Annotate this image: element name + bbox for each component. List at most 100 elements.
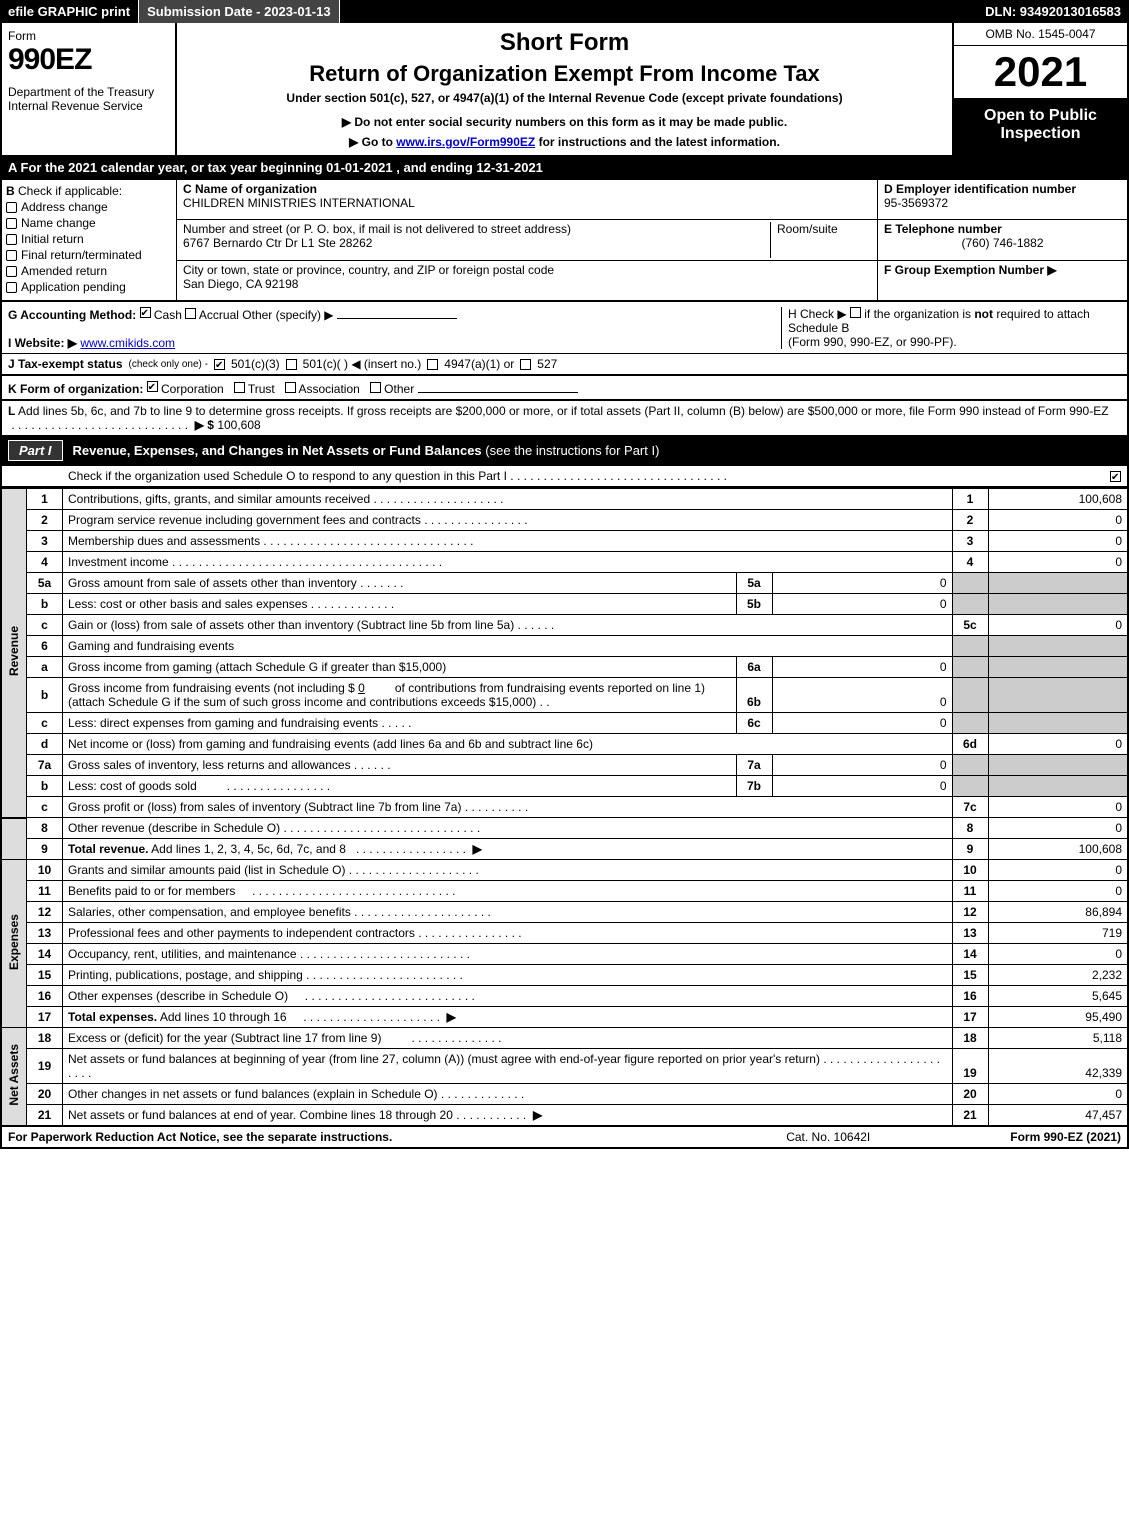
paperwork-notice: For Paperwork Reduction Act Notice, see … xyxy=(8,1130,392,1144)
street-header: Number and street (or P. O. box, if mail… xyxy=(183,222,764,236)
line-1-amt: 100,608 xyxy=(988,489,1128,510)
room-header: Room/suite xyxy=(777,222,871,236)
table-row: 15Printing, publications, postage, and s… xyxy=(1,965,1128,986)
block-ghij: G Accounting Method: Cash Accrual Other … xyxy=(0,302,1129,376)
table-row: 11Benefits paid to or for members . . . … xyxy=(1,881,1128,902)
checkbox-icon xyxy=(6,266,17,277)
chk-address-change[interactable]: Address change xyxy=(6,200,172,214)
do-not-note: ▶ Do not enter social security numbers o… xyxy=(187,115,942,129)
line-5c-amt: 0 xyxy=(988,615,1128,636)
chk-501c[interactable] xyxy=(286,359,297,370)
line-7a-boxval: 0 xyxy=(772,755,952,776)
part-1-tab: Part I xyxy=(8,440,63,461)
chk-association[interactable] xyxy=(285,382,296,393)
tax-year: 2021 xyxy=(954,46,1127,99)
table-row: cLess: direct expenses from gaming and f… xyxy=(1,713,1128,734)
table-row: cGross profit or (loss) from sales of in… xyxy=(1,797,1128,818)
tax-exempt-label: J Tax-exempt status xyxy=(8,357,123,371)
chk-4947[interactable] xyxy=(427,359,438,370)
irs-link[interactable]: www.irs.gov/Form990EZ xyxy=(396,135,535,149)
ein-header: D Employer identification number xyxy=(884,182,1121,196)
dln: DLN: 93492013016583 xyxy=(977,0,1129,23)
table-row: 13Professional fees and other payments t… xyxy=(1,923,1128,944)
line-6c-boxval: 0 xyxy=(772,713,952,734)
gross-receipts-value: 100,608 xyxy=(217,418,260,432)
chk-initial-return[interactable]: Initial return xyxy=(6,232,172,246)
chk-schedule-o[interactable] xyxy=(1110,471,1121,482)
chk-accrual[interactable] xyxy=(185,308,196,319)
table-row: Expenses 10Grants and similar amounts pa… xyxy=(1,860,1128,881)
org-name-value: CHILDREN MINISTRIES INTERNATIONAL xyxy=(183,196,871,210)
chk-corporation[interactable] xyxy=(147,381,158,392)
chk-application-pending[interactable]: Application pending xyxy=(6,280,172,294)
table-row: Net Assets 18Excess or (deficit) for the… xyxy=(1,1028,1128,1049)
form-reference: Form 990-EZ (2021) xyxy=(1010,1130,1121,1144)
table-row: aGross income from gaming (attach Schedu… xyxy=(1,657,1128,678)
line-7c-amt: 0 xyxy=(988,797,1128,818)
line-20-amt: 0 xyxy=(988,1084,1128,1105)
table-row: 19Net assets or fund balances at beginni… xyxy=(1,1049,1128,1084)
line-7b-boxval: 0 xyxy=(772,776,952,797)
table-row: cGain or (loss) from sale of assets othe… xyxy=(1,615,1128,636)
line-13-amt: 719 xyxy=(988,923,1128,944)
page-footer: For Paperwork Reduction Act Notice, see … xyxy=(0,1127,1129,1149)
chk-schedule-b[interactable] xyxy=(850,307,861,318)
arrow-icon: ▶ xyxy=(533,1108,542,1122)
subtitle: Under section 501(c), 527, or 4947(a)(1)… xyxy=(187,91,942,105)
form-label: Form xyxy=(8,29,169,43)
table-row: Revenue 1Contributions, gifts, grants, a… xyxy=(1,489,1128,510)
chk-name-change[interactable]: Name change xyxy=(6,216,172,230)
form-header-right: OMB No. 1545-0047 2021 Open to Public In… xyxy=(952,23,1127,155)
line-6b-boxval: 0 xyxy=(772,678,952,713)
main-title: Return of Organization Exempt From Incom… xyxy=(187,61,942,87)
table-row: 8Other revenue (describe in Schedule O) … xyxy=(1,818,1128,839)
checkbox-icon xyxy=(6,282,17,293)
group-exemption-header: F Group Exemption Number ▶ xyxy=(884,263,1057,277)
table-row: 12Salaries, other compensation, and empl… xyxy=(1,902,1128,923)
chk-trust[interactable] xyxy=(234,382,245,393)
chk-527[interactable] xyxy=(520,359,531,370)
chk-other-org[interactable] xyxy=(370,382,381,393)
efile-label[interactable]: efile GRAPHIC print xyxy=(0,0,139,23)
city-value: San Diego, CA 92198 xyxy=(183,277,871,291)
expenses-side-label: Expenses xyxy=(1,860,27,1028)
street-value: 6767 Bernardo Ctr Dr L1 Ste 28262 xyxy=(183,236,764,250)
city-header: City or town, state or province, country… xyxy=(183,263,871,277)
line-9-amt: 100,608 xyxy=(988,839,1128,860)
ein-value: 95-3569372 xyxy=(884,196,1121,210)
checkbox-icon xyxy=(6,234,17,245)
checkbox-icon xyxy=(6,250,17,261)
line-10-amt: 0 xyxy=(988,860,1128,881)
part-1-check-line: Check if the organization used Schedule … xyxy=(0,466,1129,488)
net-assets-side-label: Net Assets xyxy=(1,1028,27,1127)
table-row: 7aGross sales of inventory, less returns… xyxy=(1,755,1128,776)
table-row: 20Other changes in net assets or fund ba… xyxy=(1,1084,1128,1105)
omb-number: OMB No. 1545-0047 xyxy=(954,23,1127,46)
table-row: dNet income or (loss) from gaming and fu… xyxy=(1,734,1128,755)
chk-501c3[interactable] xyxy=(214,359,225,370)
form-header-left: Form 990EZ Department of the Treasury In… xyxy=(2,23,177,155)
checkbox-icon xyxy=(6,218,17,229)
go-to-suffix: for instructions and the latest informat… xyxy=(539,135,780,149)
other-specify-field[interactable] xyxy=(337,305,457,319)
table-row: 3Membership dues and assessments . . . .… xyxy=(1,531,1128,552)
line-11-amt: 0 xyxy=(988,881,1128,902)
line-a: A For the 2021 calendar year, or tax yea… xyxy=(0,157,1129,180)
chk-cash[interactable] xyxy=(140,307,151,318)
chk-final-return[interactable]: Final return/terminated xyxy=(6,248,172,262)
line-21-amt: 47,457 xyxy=(988,1105,1128,1127)
table-row: bLess: cost or other basis and sales exp… xyxy=(1,594,1128,615)
chk-amended-return[interactable]: Amended return xyxy=(6,264,172,278)
arrow-icon: ▶ $ xyxy=(195,418,214,432)
section-g: G Accounting Method: Cash Accrual Other … xyxy=(8,305,775,350)
check-if-label: Check if applicable: xyxy=(18,184,122,198)
arrow-icon: ▶ xyxy=(447,1010,456,1024)
other-org-field[interactable] xyxy=(418,379,578,393)
line-8-amt: 0 xyxy=(988,818,1128,839)
website-link[interactable]: www.cmikids.com xyxy=(80,336,175,350)
section-k: K Form of organization: Corporation Trus… xyxy=(0,376,1129,401)
form-of-org-label: K Form of organization: xyxy=(8,382,143,396)
short-form-title: Short Form xyxy=(187,29,942,57)
table-row: 6Gaming and fundraising events xyxy=(1,636,1128,657)
dept-label: Department of the Treasury Internal Reve… xyxy=(8,85,169,113)
